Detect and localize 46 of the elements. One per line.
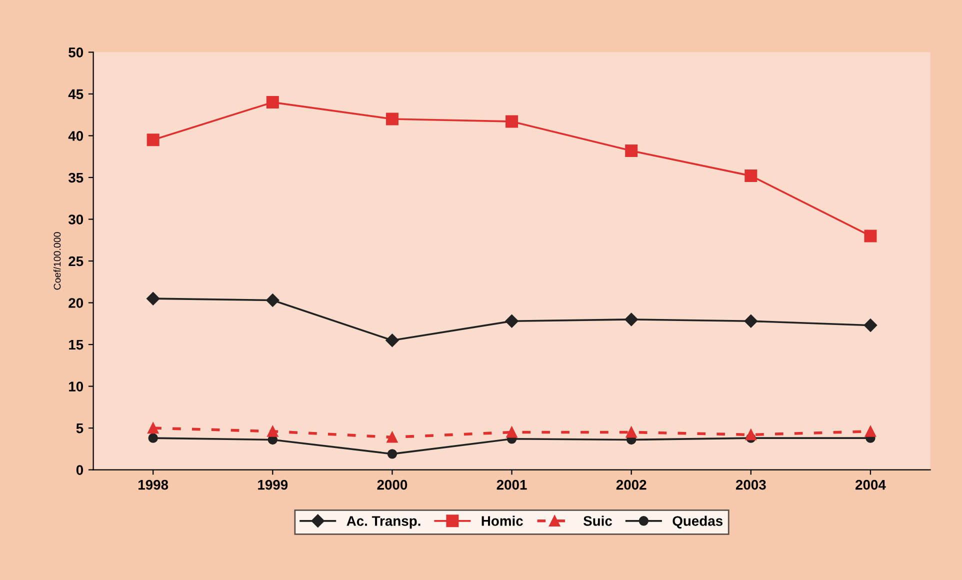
y-tick-label: 25 [68,256,84,266]
x-tick-label: 2003 [736,480,766,490]
y-tick-label: 45 [68,89,84,100]
point [506,115,518,128]
y-tick-label: 50 [68,48,84,58]
y-tick-label: 35 [68,172,84,183]
point [266,294,280,307]
x-tick-label: 2001 [496,480,527,490]
y-axis-title: Coef/100.000 [54,232,61,290]
x-tick-label: 2002 [616,480,646,490]
point [626,426,637,438]
point [506,426,518,438]
point [387,449,398,459]
y-tick-label: 5 [76,424,84,434]
point [266,96,279,109]
point [386,432,398,443]
legend-label: Homic [482,516,523,526]
x-tick-label: 2000 [377,480,408,490]
point [744,314,758,328]
y-tick-label: 40 [68,131,84,141]
x-tick-label: 2004 [856,480,886,490]
point [146,292,160,306]
y-tick-label: 30 [68,214,84,224]
point [624,312,638,326]
x-tick-label: 1999 [258,480,288,490]
point [386,334,399,347]
legend-label: Suic [583,516,612,526]
point [505,314,518,328]
point [864,318,878,332]
point [745,429,756,440]
point [864,426,876,437]
point [744,170,758,182]
legend-label: Quedas [672,516,723,529]
point [625,144,638,158]
point [864,230,877,242]
legend-label: Ac. Transp. [346,516,420,529]
point [148,422,159,434]
point [267,426,278,437]
y-tick-label: 20 [68,298,84,308]
y-tick-label: 15 [69,340,84,350]
point [148,433,158,443]
point [146,134,160,146]
x-tick-label: 1998 [138,480,168,490]
point [386,112,398,126]
y-tick-label: 10 [69,382,84,392]
y-tick-label: 0 [76,465,84,475]
